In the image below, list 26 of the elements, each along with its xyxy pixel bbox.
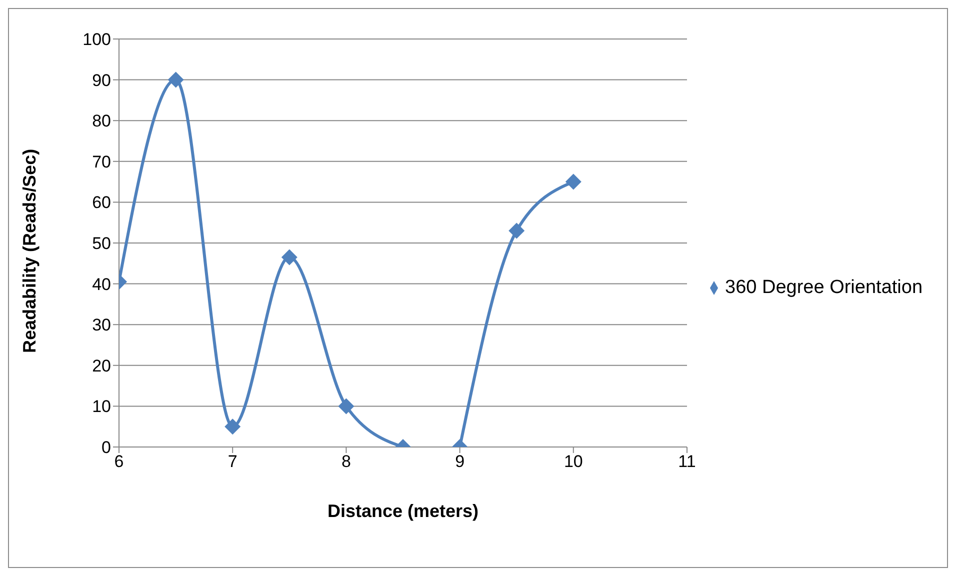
y-tick-label: 100	[82, 30, 111, 50]
point	[508, 222, 525, 239]
x-tick-label: 10	[564, 452, 583, 472]
legend-label: 360 Degree Orientation	[725, 277, 923, 298]
point	[281, 249, 298, 266]
y-tick-label: 40	[92, 274, 111, 294]
x-tick-label: 9	[455, 452, 465, 472]
x-tick-label: 11	[678, 452, 696, 472]
y-tick-label: 20	[92, 356, 111, 376]
x-tick-label: 6	[114, 452, 124, 472]
point	[224, 418, 241, 435]
point	[168, 72, 184, 88]
x-axis-title: Distance (meters)	[327, 501, 479, 521]
y-tick-label: 90	[92, 70, 111, 90]
y-axis-title: Readability (Reads/Sec)	[19, 148, 40, 353]
y-tick-label: 80	[92, 112, 111, 131]
x-tick-label: 8	[341, 452, 351, 472]
y-tick-label: 30	[92, 316, 111, 335]
y-tick-label: 70	[92, 152, 111, 172]
x-tick-label: 7	[228, 452, 238, 472]
y-tick-label: 50	[92, 234, 111, 254]
y-tick-label: 0	[102, 438, 111, 458]
point	[565, 174, 582, 190]
point	[338, 398, 354, 414]
y-tick-label: 10	[92, 397, 111, 416]
y-tick-label: 60	[92, 193, 111, 212]
